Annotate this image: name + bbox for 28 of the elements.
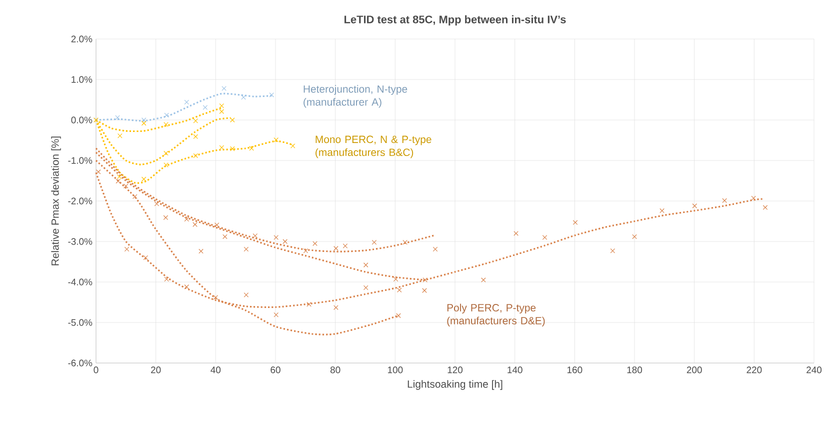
y-tick-label: 0.0% xyxy=(71,116,92,124)
series-label: Mono PERC, N & P-type (manufacturers B&C) xyxy=(316,136,432,158)
y-tick-label: -4.0% xyxy=(68,278,92,286)
x-tick-label: 120 xyxy=(448,366,463,374)
x-tick-label: 80 xyxy=(330,366,340,374)
y-tick-label: -2.0% xyxy=(68,198,92,204)
y-tick-label: -1.0% xyxy=(68,157,92,164)
x-tick-label: 40 xyxy=(210,366,221,374)
x-tick-label: 240 xyxy=(806,366,822,374)
x-tick-label: 0 xyxy=(94,366,98,374)
y-tick-label: -6.0% xyxy=(68,360,92,366)
x-axis-title: Lightsoaking time [h] xyxy=(408,380,502,390)
x-tick-label: 60 xyxy=(270,366,280,374)
y-axis-title: Relative Pmax deviation [%] xyxy=(51,136,61,266)
y-tick-label: 2.0% xyxy=(71,36,92,42)
chart-title: LeTID test at 85C, Mpp between in-situ IV’s xyxy=(344,15,566,26)
x-tick-label: 160 xyxy=(567,366,582,374)
x-tick-label: 100 xyxy=(388,366,403,374)
x-tick-label: 220 xyxy=(746,366,762,374)
y-tick-label: -3.0% xyxy=(68,238,92,245)
x-tick-label: 200 xyxy=(686,366,702,374)
text: Poly PERC, P-type (manufacturers D&E) xyxy=(447,304,545,326)
text: Heterojunction, N-type (manufacturer A) xyxy=(304,85,408,108)
x-tick-label: 180 xyxy=(627,366,642,374)
x-tick-label: 140 xyxy=(508,366,522,374)
y-tick-label: -5.0% xyxy=(68,319,92,326)
x-tick-label: 20 xyxy=(151,366,161,374)
y-tick-label: 1.0% xyxy=(72,76,92,83)
